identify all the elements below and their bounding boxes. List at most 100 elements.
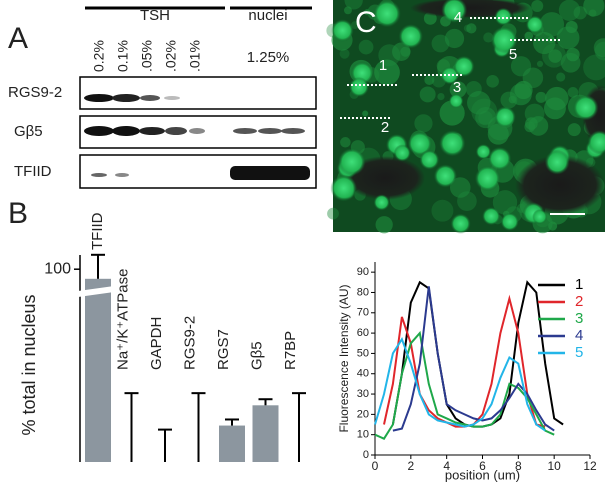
texture: [536, 60, 544, 68]
texture: [437, 93, 445, 101]
texture: [583, 54, 605, 81]
x-tick-label: 4: [443, 459, 450, 473]
texture: [539, 12, 565, 37]
cell: [487, 146, 512, 171]
cell: [572, 94, 599, 121]
y-tick-label: 10: [357, 429, 369, 441]
texture: [556, 72, 566, 82]
texture: [524, 103, 545, 124]
y-tick-label: 80: [357, 286, 369, 298]
x-tick-label: 2: [407, 459, 414, 473]
cell: [373, 0, 401, 28]
cell: [393, 144, 411, 162]
texture: [444, 28, 465, 49]
bands: [84, 94, 310, 180]
texture: [449, 81, 467, 98]
x-tick-label: 6: [479, 459, 486, 473]
texture: [531, 0, 544, 13]
cell: [490, 26, 518, 54]
cell: [373, 194, 390, 211]
x-tick-label: R7BP: [282, 331, 299, 370]
texture: [524, 121, 536, 133]
lane-label: 1.25%: [247, 49, 290, 66]
texture: [487, 123, 509, 145]
texture: [465, 81, 482, 98]
cell: [349, 76, 370, 98]
legend-label: 2: [575, 293, 583, 310]
texture: [528, 116, 549, 136]
panel-label: A: [8, 22, 28, 55]
lane-label: .05%: [139, 40, 155, 72]
roi-label: 2: [381, 119, 389, 136]
bar: [85, 278, 111, 462]
texture: [466, 23, 477, 34]
x-tick-label: 0: [372, 459, 379, 473]
x-tick-label: 12: [583, 459, 597, 473]
lane-labels: 0.2% 0.1% .05% .02% .01%: [91, 40, 203, 72]
group-label: TSH: [140, 7, 170, 24]
x-tick-label: Gβ5: [248, 341, 265, 370]
roi-label: 1: [379, 57, 387, 74]
y-tick-label: 100: [44, 260, 71, 277]
series-line: [374, 330, 555, 440]
cell: [433, 164, 458, 188]
texture: [567, 123, 581, 137]
texture: [467, 91, 491, 115]
axis-break: [70, 285, 115, 299]
blot: [79, 76, 317, 110]
cell: [544, 149, 570, 175]
y-axis-title: % total in nucleus: [19, 294, 39, 435]
y-axis-title: Fluorescence Intensity (AU): [337, 284, 351, 432]
x-tick-label: 10: [547, 459, 561, 473]
texture: [374, 59, 400, 86]
roi-label: 4: [454, 9, 462, 26]
texture: [339, 48, 350, 59]
cell: [450, 213, 471, 234]
texture: [419, 86, 436, 103]
lane-label: 0.2%: [91, 40, 107, 72]
texture: [362, 110, 369, 117]
cell: [407, 131, 433, 156]
texture: [524, 31, 534, 41]
bar: [252, 405, 279, 462]
texture: [486, 75, 499, 88]
cell: [337, 147, 366, 176]
x-tick-label: TFIID: [89, 212, 106, 250]
texture: [560, 52, 581, 73]
y-tick-label: 60: [357, 327, 369, 339]
cell: [453, 55, 475, 78]
x-tick-label: 8: [515, 459, 522, 473]
texture: [358, 39, 374, 55]
texture: [500, 91, 518, 109]
texture: [463, 24, 472, 32]
lane-label: 0.1%: [115, 40, 131, 72]
cell: [398, 24, 424, 49]
bar: [219, 425, 245, 462]
texture: [510, 56, 532, 77]
panel-label: B: [8, 197, 28, 230]
cell: [494, 106, 516, 128]
lane-label: .01%: [187, 40, 203, 72]
texture: [375, 216, 393, 234]
roi-label: 3: [453, 79, 461, 96]
legend-label: 4: [575, 327, 583, 344]
texture: [431, 34, 450, 53]
row-label: Gβ5: [14, 123, 43, 140]
texture: [588, 9, 597, 17]
texture: [548, 49, 562, 63]
series-line: [392, 286, 555, 432]
cell: [474, 165, 501, 192]
cell: [475, 143, 492, 160]
cell: [482, 206, 501, 226]
roi-label: 5: [509, 46, 517, 63]
texture: [535, 91, 547, 103]
texture: [327, 207, 339, 220]
x-tick-label: RGS9-2: [181, 316, 198, 370]
x-axis-title: position (um): [445, 467, 520, 482]
y-tick-label: 90: [357, 266, 369, 278]
texture: [340, 137, 351, 148]
cell: [525, 15, 544, 34]
legend-label: 3: [575, 310, 583, 327]
x-tick-label: GAPDH: [148, 317, 165, 370]
texture: [567, 87, 579, 98]
